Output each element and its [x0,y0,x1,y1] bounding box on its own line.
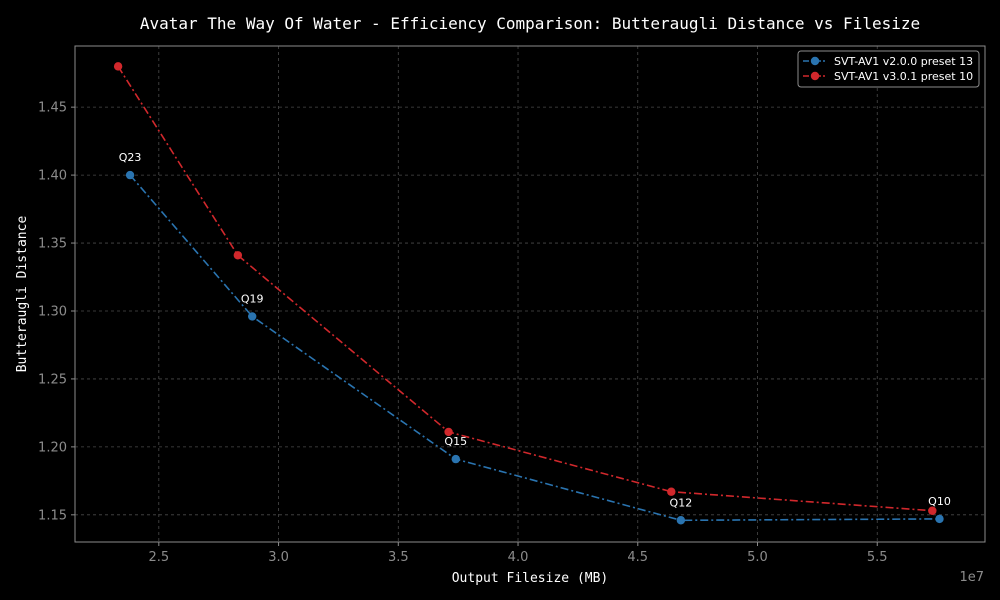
x-tick-label: 5.0 [747,550,768,565]
series-1-point [935,514,944,524]
x-tick-label: 3.5 [388,550,409,565]
series-1-point [676,516,686,525]
legend-swatch-marker-1 [810,56,820,66]
x-tick-label: 5.5 [867,550,888,565]
point-annotations: Q23 Q19 Q15 Q12 Q10 [119,151,951,509]
series-1-point [248,312,257,321]
legend-entry-label-1: SVT-AV1 v2.0.0 preset 13 [834,55,973,68]
series-2-point [233,251,243,260]
legend-entry-label-2: SVT-AV1 v3.0.1 preset 10 [834,70,973,83]
legend: SVT-AV1 v2.0.0 preset 13 SVT-AV1 v3.0.1 p… [797,50,980,88]
series-1-point [451,454,460,464]
x-tick-label: 3.0 [268,550,289,565]
y-tick-label: 1.20 [38,440,67,455]
y-tick-label: 1.15 [38,508,67,523]
y-tick-label: 1.40 [38,169,67,184]
y-tick-label: 1.35 [38,237,67,252]
chart-title: Avatar The Way Of Water - Efficiency Com… [140,14,920,33]
point-annotation-label: Q23 [119,151,142,164]
series-1-point [125,170,135,180]
point-annotation-label: Q12 [670,496,693,509]
x-tick-label: 4.0 [508,550,529,565]
series-2-point [667,487,676,496]
plot-area-frame [74,45,986,543]
x-tick-label: 2.5 [148,550,169,565]
y-axis-ticks: 1.15 1.20 1.25 1.30 1.35 1.40 1.45 [38,101,75,523]
x-axis-label: Output Filesize (MB) [452,571,609,586]
y-tick-label: 1.30 [38,304,67,319]
x-tick-label: 4.5 [627,550,648,565]
y-tick-label: 1.45 [38,101,67,116]
y-tick-label: 1.25 [38,372,67,387]
x-axis-offset-label: 1e7 [959,570,984,585]
series-2-point [928,506,937,515]
point-annotation-label: Q15 [444,435,467,448]
series-group [113,62,944,525]
legend-swatch-marker-2 [810,71,820,81]
series-2-point [113,62,123,71]
point-annotation-label: Q19 [241,292,264,305]
x-axis-ticks: 2.5 3.0 3.5 4.0 4.5 5.0 5.5 [148,542,888,565]
legend-box [797,50,980,88]
series-2-point [444,427,453,437]
point-annotation-label: Q10 [928,495,951,508]
y-axis-label: Butteraugli Distance [15,216,30,373]
grid [75,46,985,542]
